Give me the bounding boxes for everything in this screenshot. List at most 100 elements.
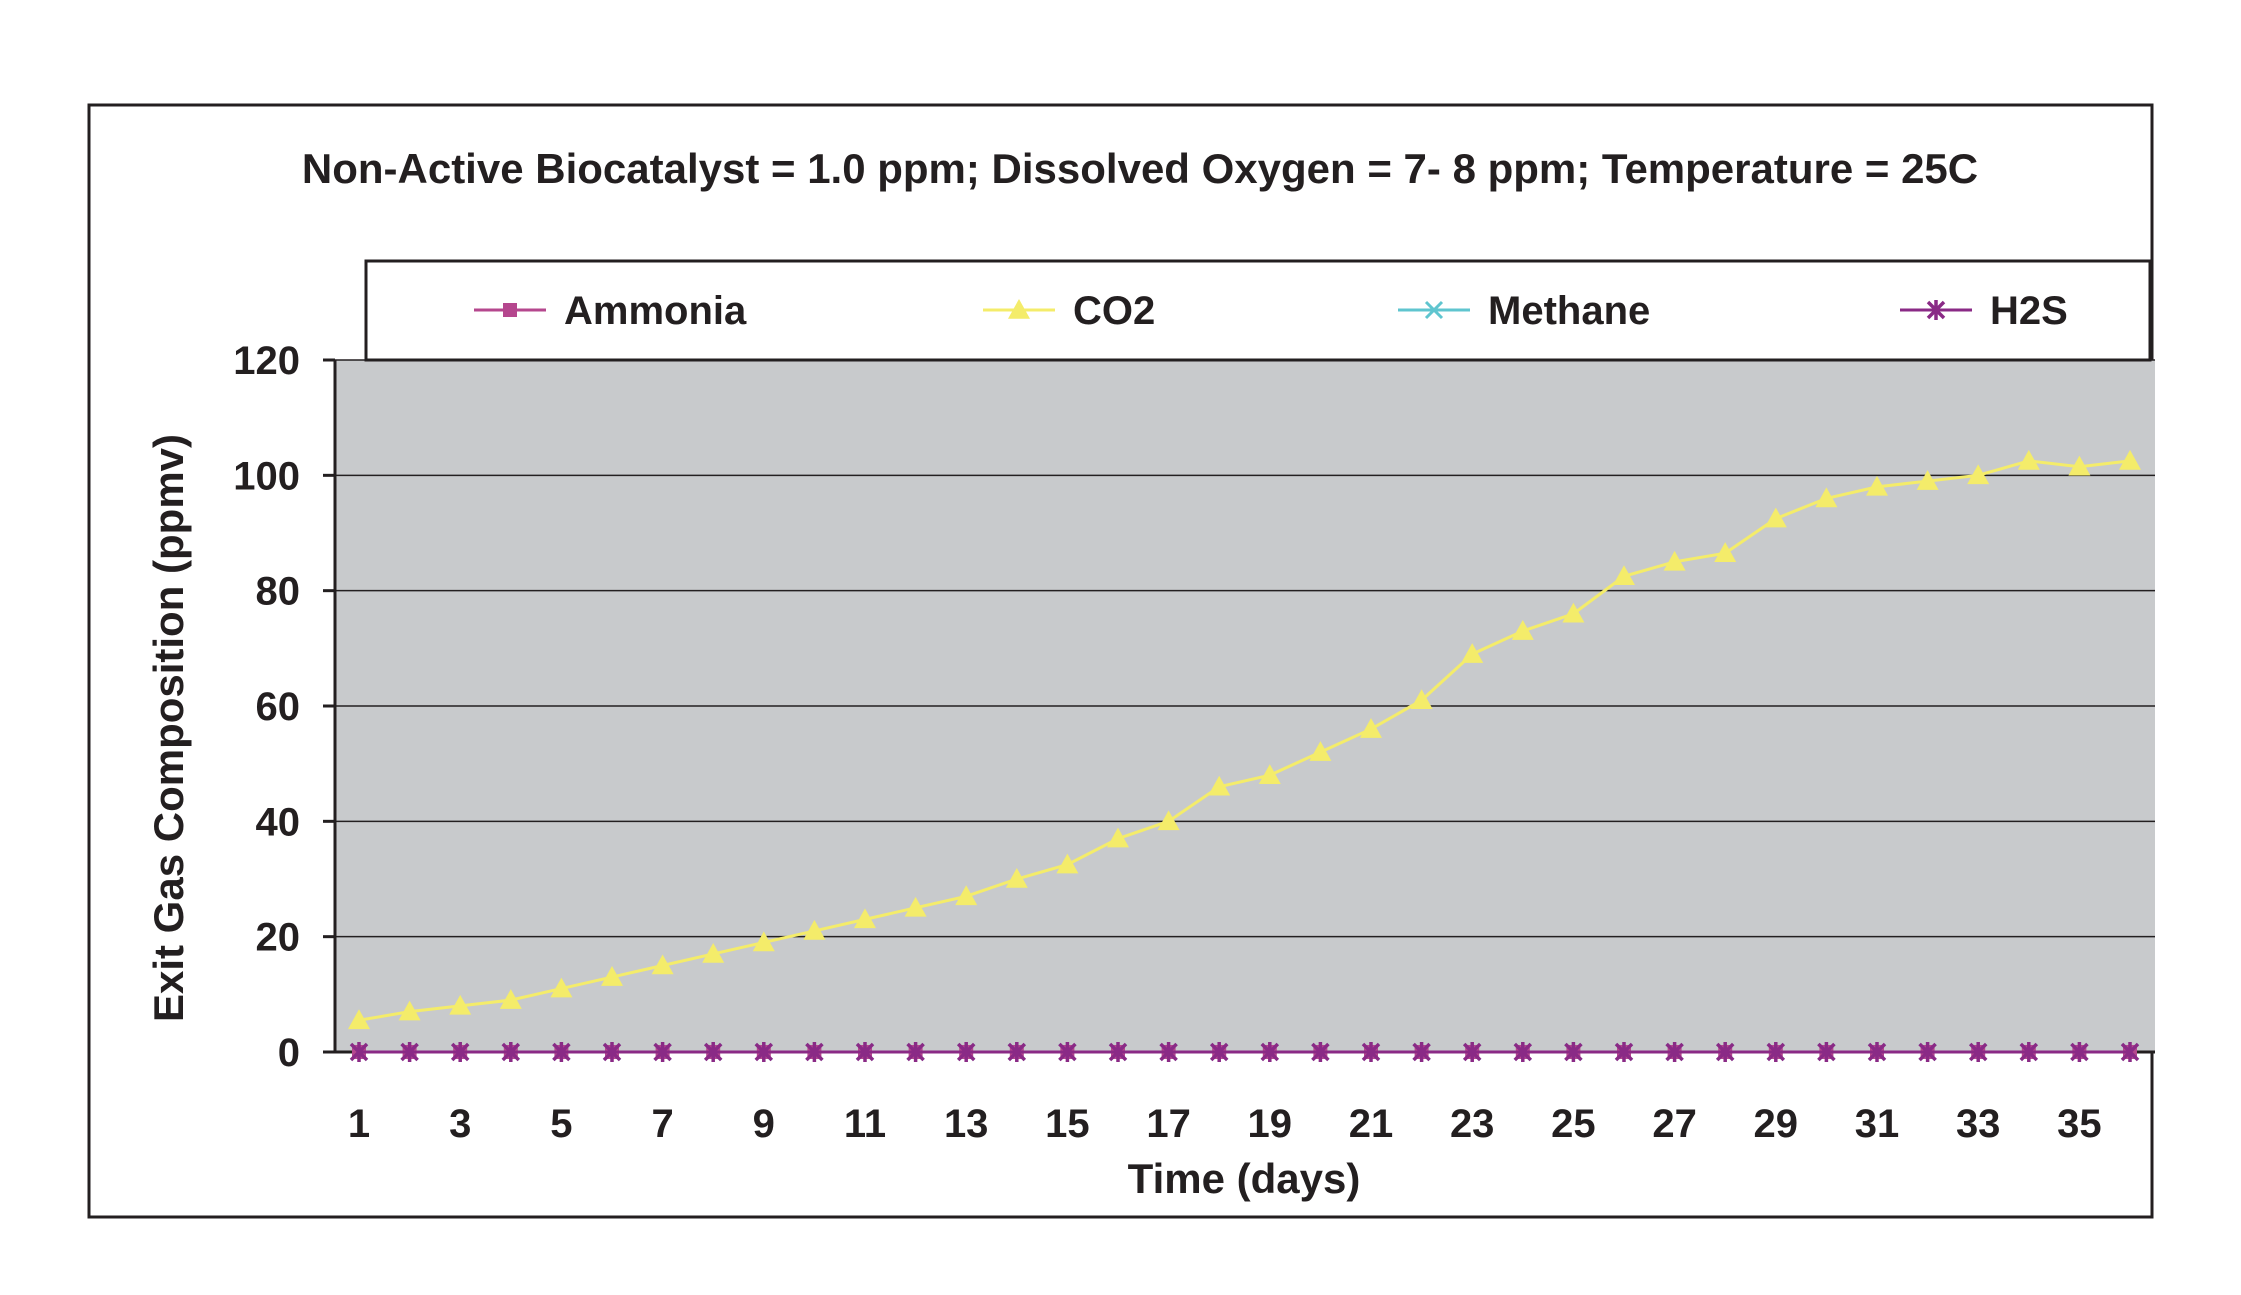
data-point-co2-8: [702, 942, 725, 963]
legend-label-h2s: H2S: [1990, 289, 2068, 333]
x-tick-label-19: 19: [1248, 1102, 1293, 1146]
data-point-h2s-18: [1209, 1042, 1229, 1062]
data-point-co2-13: [955, 885, 978, 906]
data-point-h2s-19: [1260, 1042, 1280, 1062]
data-point-h2s-31: [1867, 1042, 1887, 1062]
data-point-h2s-21: [1361, 1042, 1381, 1062]
data-point-h2s-11: [855, 1042, 875, 1062]
data-point-co2-25: [1562, 602, 1585, 623]
data-point-co2-34: [2017, 449, 2040, 470]
data-point-co2-26: [1613, 565, 1635, 586]
x-tick-label-33: 33: [1956, 1102, 2001, 1146]
x-tick-label-13: 13: [944, 1102, 989, 1146]
chart-title: Non-Active Biocatalyst = 1.0 ppm; Dissol…: [302, 145, 1978, 192]
data-point-co2-35: [2068, 455, 2091, 476]
data-point-co2-36: [2119, 449, 2141, 470]
data-point-h2s-32: [1918, 1042, 1937, 1062]
x-tick-label-25: 25: [1551, 1102, 1596, 1146]
x-tick-label-29: 29: [1754, 1102, 1799, 1146]
y-tick-label-120: 120: [233, 339, 300, 383]
data-point-h2s-25: [1564, 1042, 1583, 1062]
data-point-co2-1: [348, 1009, 370, 1030]
data-point-co2-24: [1511, 620, 1534, 640]
data-point-h2s-17: [1159, 1042, 1178, 1062]
x-tick-label-35: 35: [2057, 1102, 2102, 1146]
data-point-co2-7: [651, 954, 674, 975]
data-point-co2-15: [1056, 853, 1079, 874]
x-tick-label-27: 27: [1652, 1102, 1697, 1146]
data-point-h2s-36: [2120, 1042, 2140, 1062]
data-point-co2-6: [601, 966, 623, 986]
y-tick-label-40: 40: [256, 800, 301, 844]
legend-marker-h2s: [1926, 300, 1946, 320]
y-axis-ticks: 0 20 40 60 80 100 120: [233, 339, 335, 1075]
data-point-h2s-23: [1462, 1042, 1482, 1062]
data-point-co2-22: [1410, 689, 1433, 710]
y-axis-label: Exit Gas Composition (ppmv): [145, 434, 192, 1022]
data-point-h2s-34: [2019, 1042, 2039, 1062]
x-tick-label-7: 7: [651, 1102, 673, 1146]
data-point-h2s-4: [501, 1042, 521, 1062]
data-point-co2-5: [550, 977, 573, 998]
legend-item-ammonia: Ammonia: [474, 289, 747, 333]
legend-label-ammonia: Ammonia: [564, 289, 747, 333]
data-point-co2-20: [1309, 741, 1332, 761]
data-point-h2s-5: [552, 1042, 571, 1062]
x-tick-label-11: 11: [844, 1102, 886, 1146]
x-tick-label-21: 21: [1349, 1102, 1394, 1146]
data-point-h2s-26: [1614, 1042, 1634, 1062]
data-point-co2-19: [1258, 764, 1281, 784]
legend-marker-co2: [1008, 299, 1030, 319]
data-point-h2s-35: [2070, 1042, 2089, 1062]
data-point-co2-32: [1916, 470, 1939, 490]
data-point-co2-3: [449, 994, 472, 1015]
data-point-co2-11: [854, 908, 876, 929]
data-point-h2s-29: [1766, 1042, 1786, 1062]
data-point-co2-12: [904, 896, 927, 917]
x-tick-label-5: 5: [550, 1102, 572, 1146]
data-point-co2-27: [1663, 550, 1686, 571]
legend-label-methane: Methane: [1488, 289, 1650, 333]
data-point-h2s-20: [1311, 1042, 1330, 1062]
y-tick-label-20: 20: [256, 916, 301, 960]
data-point-h2s-6: [602, 1042, 622, 1062]
y-tick-label-100: 100: [233, 454, 300, 498]
x-tick-label-31: 31: [1855, 1102, 1900, 1146]
legend-label-co2: CO2: [1073, 289, 1155, 333]
data-point-h2s-24: [1513, 1042, 1533, 1062]
data-point-co2-14: [1005, 868, 1028, 888]
data-point-h2s-16: [1108, 1042, 1128, 1062]
data-point-h2s-33: [1968, 1042, 1988, 1062]
legend-item-methane: Methane: [1398, 289, 1650, 333]
x-tick-label-9: 9: [753, 1102, 775, 1146]
data-point-co2-9: [752, 931, 775, 952]
data-point-co2-10: [803, 919, 826, 940]
data-point-co2-28: [1714, 542, 1737, 562]
x-axis-label: Time (days): [1128, 1155, 1361, 1202]
data-point-co2-31: [1866, 475, 1888, 496]
y-tick-label-0: 0: [278, 1031, 300, 1075]
legend-item-co2: CO2: [983, 289, 1155, 333]
x-axis-ticks: 1 3 5 7 9 11 13 15 17 19 21 23 25 27 29 31 33 35: [348, 1052, 2132, 1146]
data-point-co2-33: [1967, 464, 1990, 485]
data-point-h2s-27: [1665, 1042, 1684, 1062]
data-point-h2s-2: [400, 1042, 419, 1062]
data-point-h2s-9: [754, 1042, 774, 1062]
x-tick-label-1: 1: [348, 1102, 370, 1146]
legend-item-h2s: H2S: [1900, 289, 2068, 333]
data-point-co2-23: [1461, 643, 1484, 663]
data-point-h2s-8: [703, 1042, 723, 1062]
data-point-co2-29: [1764, 507, 1787, 528]
series-line-co2: [358, 459, 2131, 1022]
y-tick-label-80: 80: [256, 570, 301, 614]
x-tick-label-17: 17: [1146, 1102, 1191, 1146]
data-point-h2s-10: [805, 1042, 824, 1062]
data-point-h2s-3: [450, 1042, 470, 1062]
legend: Ammonia CO2 Methane H2S: [474, 289, 2068, 333]
data-point-h2s-7: [653, 1042, 672, 1062]
data-point-h2s-22: [1412, 1042, 1431, 1062]
legend-marker-methane: [1424, 300, 1444, 320]
data-point-co2-4: [499, 989, 522, 1009]
data-point-co2-21: [1360, 718, 1382, 738]
